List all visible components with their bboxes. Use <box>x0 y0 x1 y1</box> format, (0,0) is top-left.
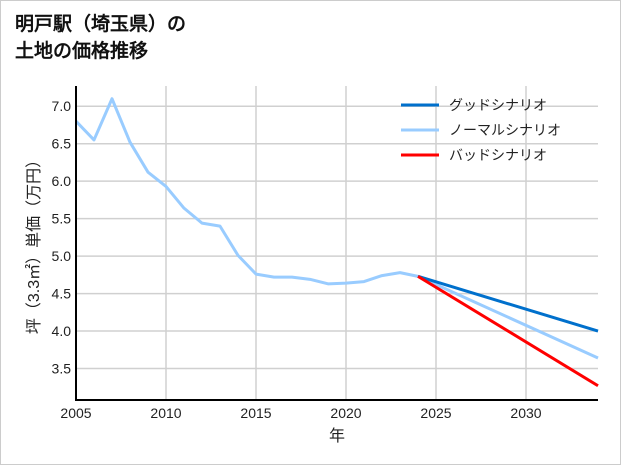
x-tick-label: 2015 <box>240 405 271 421</box>
y-tick-label: 6.5 <box>52 136 72 152</box>
legend-label-2: バッドシナリオ <box>449 147 547 163</box>
x-tick-label: 2030 <box>510 405 541 421</box>
series-line-1 <box>74 97 599 360</box>
y-tick-label: 5.0 <box>52 248 72 264</box>
y-tick-label: 7.0 <box>52 98 72 114</box>
y-tick-label: 6.0 <box>52 173 72 189</box>
chart-title: 明戸駅（埼玉県）の 土地の価格推移 <box>15 11 186 65</box>
x-tick-label: 2020 <box>330 405 361 421</box>
y-tick-label: 4.5 <box>52 286 72 302</box>
x-tick-label: 2005 <box>60 405 91 421</box>
series-line-2 <box>417 275 599 388</box>
x-tick-label: 2010 <box>150 405 181 421</box>
legend-label-1: ノーマルシナリオ <box>449 122 561 138</box>
x-tick-label: 2025 <box>420 405 451 421</box>
title-line-1: 明戸駅（埼玉県）の <box>15 13 187 35</box>
y-axis-label: 坪（3.3㎡）単価（万円） <box>25 152 43 334</box>
y-tick-label: 3.5 <box>52 361 72 377</box>
x-axis-label: 年 <box>329 427 345 445</box>
title-line-2: 土地の価格推移 <box>15 40 149 62</box>
y-tick-label: 5.5 <box>52 211 72 227</box>
series-line-0 <box>417 274 599 333</box>
y-tick-label: 4.0 <box>52 323 72 339</box>
legend-label-0: グッドシナリオ <box>449 97 547 113</box>
